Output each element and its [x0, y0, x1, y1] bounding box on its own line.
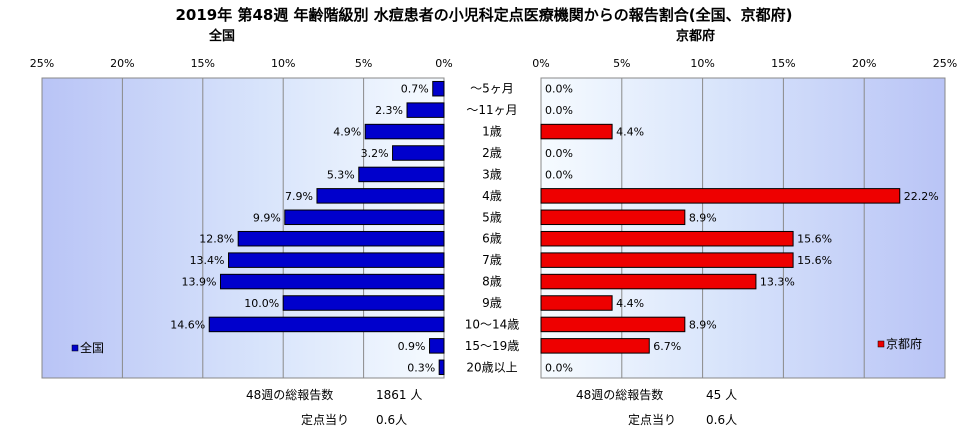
- kyoto-data-label: 4.4%: [616, 297, 644, 310]
- category-label: 3歳: [482, 167, 502, 181]
- national-bar: [237, 230, 445, 247]
- kyoto-bar: [540, 316, 686, 333]
- kyoto-tick-label: 25%: [933, 57, 957, 70]
- kyoto-bar: [540, 230, 794, 247]
- category-label: 4歳: [482, 189, 502, 203]
- kyoto-tick-label: 5%: [613, 57, 630, 70]
- category-label: 9歳: [482, 296, 502, 310]
- kyoto-panel-title: 京都府: [676, 29, 716, 44]
- national-bar: [219, 273, 445, 290]
- national-data-label: 9.9%: [253, 211, 281, 224]
- national-panel-title: 全国: [209, 29, 236, 44]
- national-data-label: 3.2%: [361, 147, 389, 160]
- national-data-label: 12.8%: [199, 233, 234, 246]
- category-label: 7歳: [482, 253, 502, 267]
- kyoto-bar: [540, 338, 650, 354]
- kyoto-data-label: 0.0%: [545, 361, 573, 374]
- national-total-reports-value: 1861 人: [376, 388, 423, 402]
- kyoto-data-label: 4.4%: [616, 126, 644, 139]
- kyoto-tick-label: 10%: [690, 57, 714, 70]
- kyoto-data-label: 8.9%: [689, 318, 717, 331]
- category-label: ～11ヶ月: [466, 103, 517, 117]
- national-data-label: 7.9%: [285, 190, 313, 203]
- kyoto-bar: [540, 273, 757, 290]
- kyoto-tick-label: 15%: [771, 57, 795, 70]
- national-tick-label: 25%: [30, 57, 54, 70]
- national-bar: [358, 166, 445, 183]
- national-plot-area: [41, 77, 445, 379]
- national-data-label: 0.9%: [398, 340, 426, 353]
- kyoto-data-label: 0.0%: [545, 147, 573, 160]
- kyoto-data-label: 22.2%: [904, 190, 939, 203]
- kyoto-bar: [540, 295, 613, 311]
- kyoto-data-label: 15.6%: [797, 254, 832, 267]
- kyoto-data-label: 8.9%: [689, 211, 717, 224]
- category-label: 8歳: [482, 275, 502, 289]
- kyoto-legend-swatch: [877, 340, 885, 348]
- national-bar: [282, 295, 445, 311]
- chart-title: 2019年 第48週 年齢階級別 水痘患者の小児科定点医療機関からの報告割合(全…: [175, 6, 793, 24]
- national-bar: [392, 145, 445, 161]
- national-bar: [438, 359, 445, 376]
- national-bar: [284, 209, 445, 226]
- kyoto-tick-label: 20%: [852, 57, 876, 70]
- category-label: 15～19歳: [465, 339, 520, 353]
- kyoto-data-label: 6.7%: [653, 340, 681, 353]
- national-data-label: 13.9%: [182, 276, 217, 289]
- kyoto-per-site-label: 定点当り: [628, 413, 677, 427]
- kyoto-bar: [540, 188, 901, 204]
- national-data-label: 14.6%: [170, 318, 205, 331]
- national-data-label: 5.3%: [327, 168, 355, 181]
- kyoto-plot-area: [540, 77, 946, 379]
- national-data-label: 0.7%: [401, 83, 429, 96]
- kyoto-data-label: 0.0%: [545, 104, 573, 117]
- kyoto-per-site-value: 0.6人: [706, 413, 738, 427]
- national-tick-label: 15%: [191, 57, 215, 70]
- kyoto-data-label: 0.0%: [545, 168, 573, 181]
- national-legend-label: 全国: [80, 340, 104, 355]
- kyoto-bar: [540, 252, 794, 268]
- category-label: 20歳以上: [466, 360, 517, 374]
- national-bar: [432, 80, 445, 97]
- kyoto-total-reports-label: 48週の総報告数: [576, 388, 664, 402]
- national-tick-label: 20%: [110, 57, 134, 70]
- national-bar: [316, 188, 445, 204]
- kyoto-data-label: 15.6%: [797, 233, 832, 246]
- kyoto-data-label: 13.3%: [760, 276, 795, 289]
- national-tick-label: 10%: [271, 57, 295, 70]
- national-per-site-label: 定点当り: [301, 413, 350, 427]
- category-label: 2歳: [482, 146, 502, 160]
- kyoto-total-reports-value: 45 人: [706, 388, 738, 402]
- national-bar: [406, 102, 445, 118]
- national-bar: [228, 252, 445, 268]
- national-tick-label: 5%: [355, 57, 372, 70]
- category-label: ～5ヶ月: [470, 82, 514, 96]
- national-tick-label: 0%: [435, 57, 452, 70]
- national-data-label: 0.3%: [407, 361, 435, 374]
- category-label: 1歳: [482, 125, 502, 139]
- national-data-label: 2.3%: [375, 104, 403, 117]
- national-data-label: 4.9%: [333, 126, 361, 139]
- kyoto-data-label: 0.0%: [545, 83, 573, 96]
- category-label: 5歳: [482, 210, 502, 224]
- national-bar: [208, 316, 445, 333]
- national-data-label: 10.0%: [244, 297, 279, 310]
- national-data-label: 13.4%: [190, 254, 225, 267]
- category-label: 10～14歳: [465, 317, 520, 331]
- kyoto-legend-label: 京都府: [886, 336, 922, 351]
- national-legend-swatch: [71, 344, 79, 352]
- kyoto-bar: [540, 209, 686, 226]
- national-bar: [429, 338, 445, 354]
- kyoto-bar: [540, 123, 613, 140]
- national-per-site-value: 0.6人: [376, 413, 408, 427]
- category-label: 6歳: [482, 232, 502, 246]
- national-total-reports-label: 48週の総報告数: [246, 388, 334, 402]
- kyoto-tick-label: 0%: [532, 57, 549, 70]
- national-bar: [364, 123, 445, 140]
